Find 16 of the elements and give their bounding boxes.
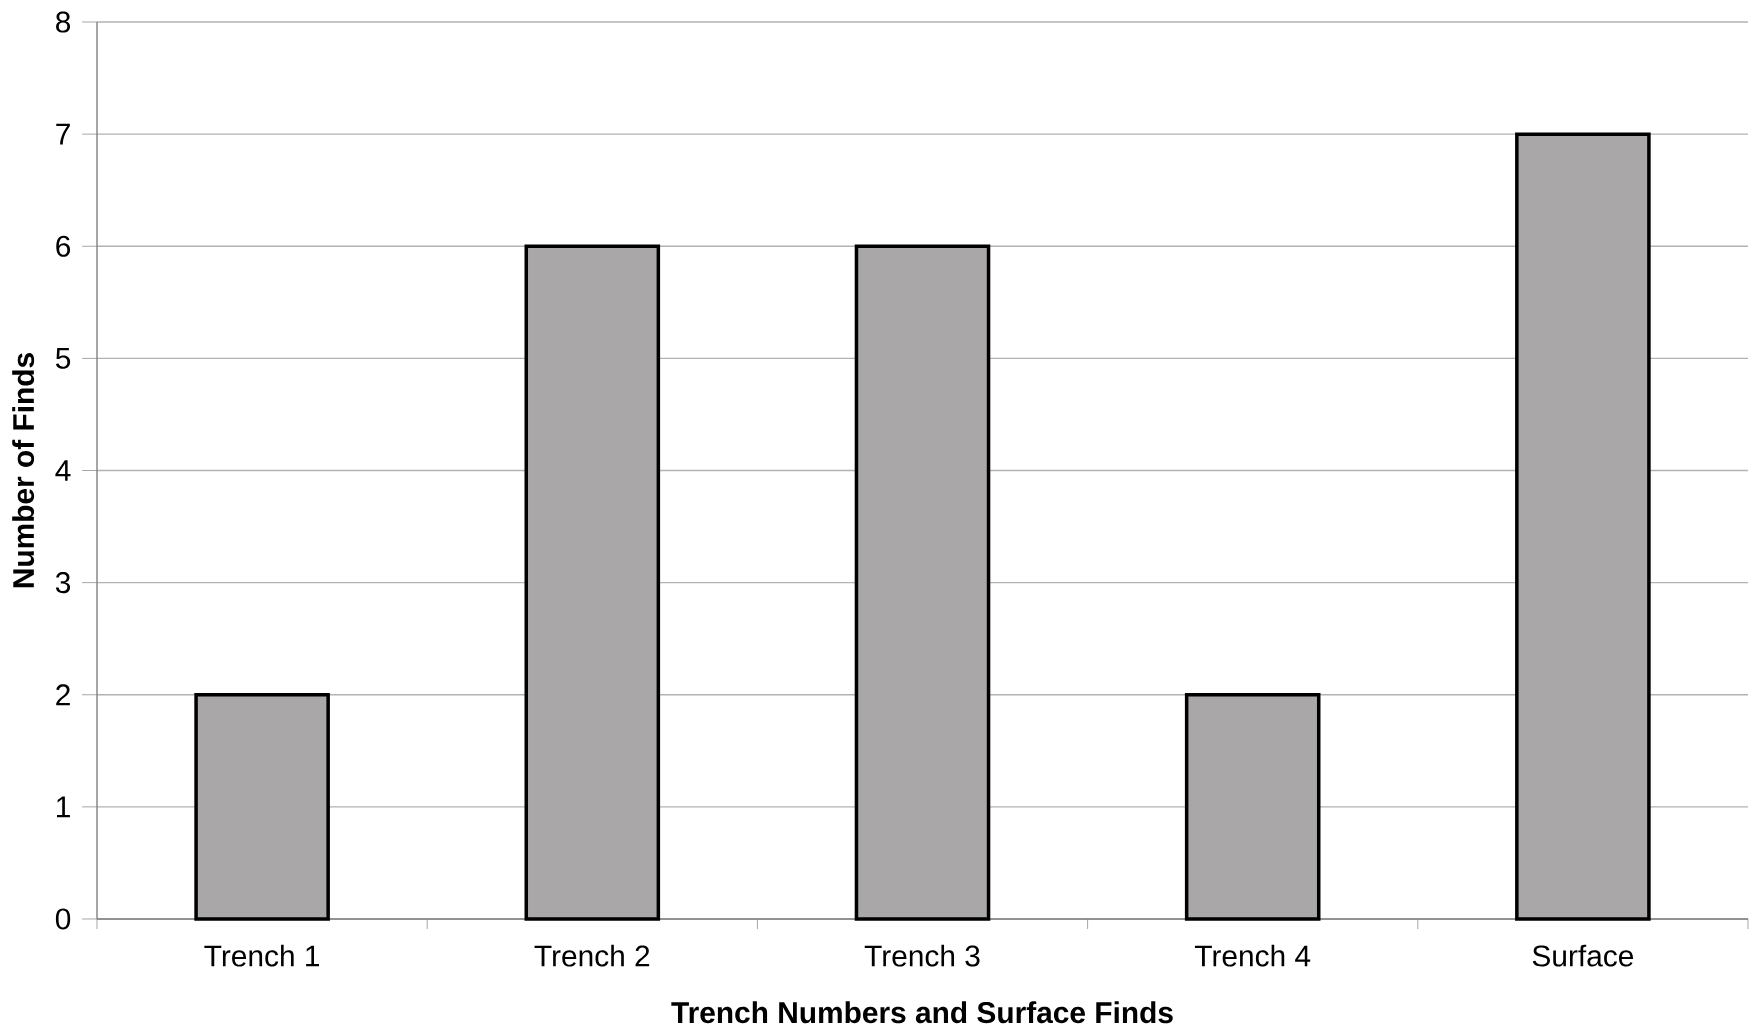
y-tick-label: 2 [56,684,70,706]
x-tick-label: Surface [1532,944,1634,967]
x-axis-title: Trench Numbers and Surface Finds [671,1001,1173,1024]
x-tick-label: Trench 1 [204,944,320,967]
y-tick-label: 4 [55,460,71,481]
x-tick-label: Trench 3 [864,944,980,967]
y-tick-label: 8 [56,11,71,33]
y-tick-label: 3 [55,572,71,594]
y-tick-label: 7 [56,123,70,145]
x-tick-label: Trench 4 [1194,944,1311,967]
y-tick-label: 0 [55,908,71,930]
y-tick-label: 5 [55,347,71,369]
y-tick-label: 1 [57,796,70,818]
y-axis-title: Number of Finds [12,353,35,588]
x-tick-label: Trench 2 [534,944,650,967]
y-tick-label: 6 [56,235,71,257]
